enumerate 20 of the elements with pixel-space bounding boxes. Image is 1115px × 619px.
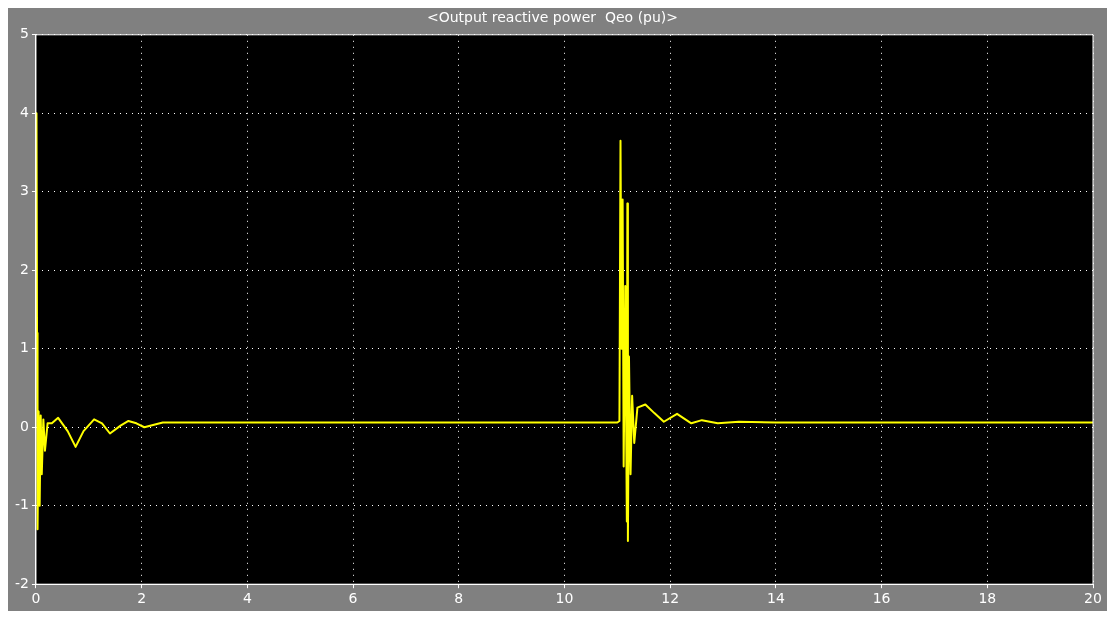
y-tick-label: 3 — [20, 182, 29, 199]
x-tick-label: 20 — [1084, 590, 1102, 607]
y-tick-label: 4 — [20, 103, 30, 120]
x-tick-label: 14 — [766, 590, 785, 607]
x-tick-label: 6 — [348, 590, 358, 607]
y-tick-label: -1 — [14, 496, 29, 513]
x-tick-label: 12 — [661, 590, 680, 607]
x-tick-label: 18 — [978, 590, 997, 607]
y-tick-label: 1 — [20, 339, 29, 356]
x-tick-label: 10 — [555, 590, 574, 607]
y-tick-label: -2 — [14, 574, 29, 591]
y-tick-label: 2 — [20, 260, 29, 277]
chart-title: <Output reactive power Qeo (pu)> — [426, 9, 679, 26]
x-tick-label: 4 — [242, 590, 252, 607]
x-tick-label: 2 — [137, 590, 147, 607]
x-tick-label: 8 — [454, 590, 464, 607]
y-tick-label: 0 — [20, 417, 29, 434]
x-tick-label: 0 — [31, 590, 41, 607]
y-tick-label: 5 — [20, 25, 29, 42]
x-tick-label: 16 — [872, 590, 891, 607]
